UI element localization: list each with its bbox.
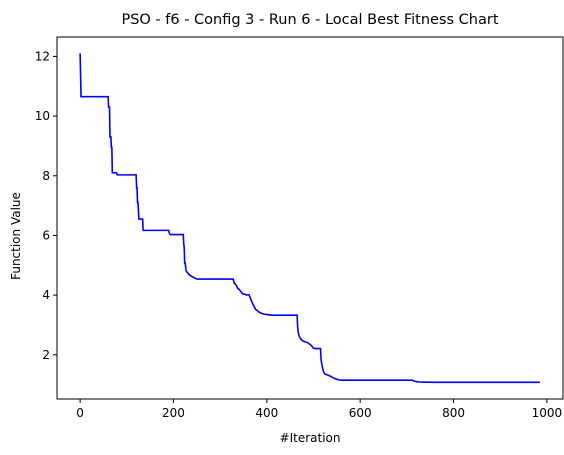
y-tick-label: 2 — [42, 348, 50, 362]
y-tick-label: 8 — [42, 169, 50, 183]
x-tick-label: 0 — [76, 406, 84, 420]
y-tick-label: 4 — [42, 288, 50, 302]
series-line-0 — [79, 53, 540, 384]
x-axis: 0 200 400 600 800 1000 — [76, 399, 562, 420]
plot-area — [56, 36, 564, 400]
y-tick-label: 6 — [42, 228, 50, 242]
x-axis-label: #Iteration — [280, 431, 341, 445]
y-tick-label: 10 — [35, 109, 50, 123]
y-axis: 2 4 6 8 10 12 — [35, 49, 57, 362]
y-tick-label: 12 — [35, 49, 50, 63]
x-tick-label: 1000 — [532, 406, 563, 420]
x-tick-label: 400 — [255, 406, 278, 420]
y-axis-label: Function Value — [9, 192, 23, 280]
x-tick-label: 800 — [442, 406, 465, 420]
x-tick-label: 600 — [349, 406, 372, 420]
chart-title: PSO - f6 - Config 3 - Run 6 - Local Best… — [121, 12, 498, 28]
x-tick-label: 200 — [162, 406, 185, 420]
plot-frame — [56, 36, 564, 400]
